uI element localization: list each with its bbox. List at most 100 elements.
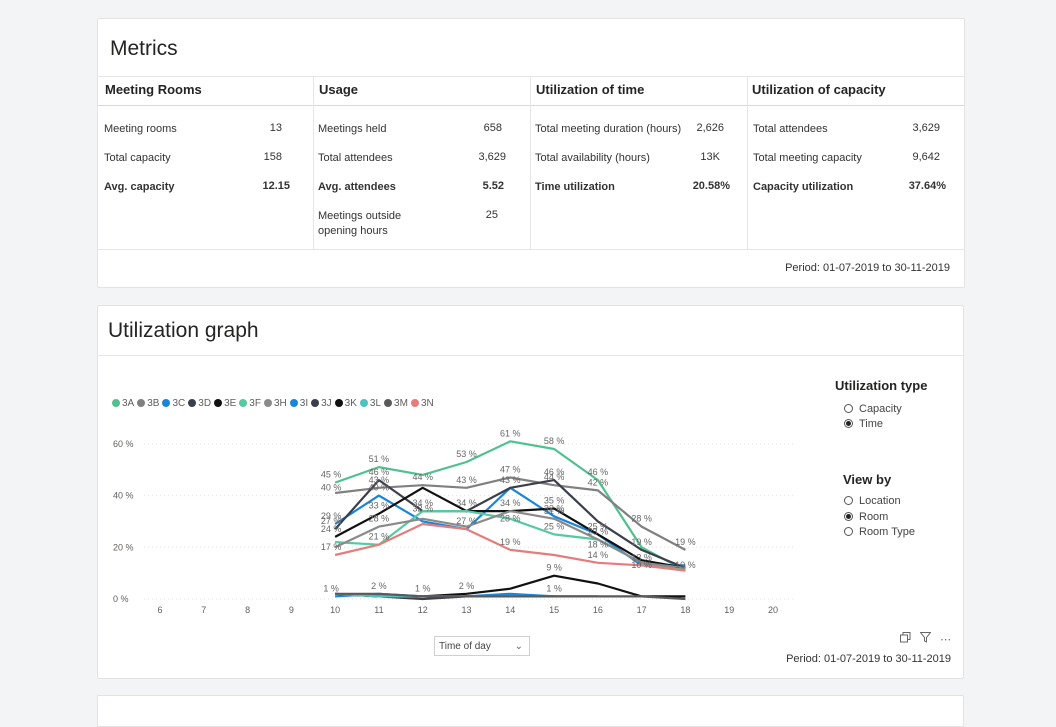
data-label: 19 % <box>675 537 696 547</box>
legend-item-3b[interactable]: 3B <box>137 398 159 409</box>
data-label: 17 % <box>321 542 342 552</box>
data-label: 19 % <box>631 537 652 547</box>
dropdown-value: Time of day <box>439 641 491 652</box>
legend-label: 3C <box>172 398 186 409</box>
divider <box>98 355 963 356</box>
data-label: 2 % <box>371 581 387 591</box>
column-header-usage: Usage <box>319 82 359 97</box>
data-label: 46 % <box>544 467 565 477</box>
metric-value: 37.64% <box>908 180 946 192</box>
metric-value: 25 <box>485 209 498 221</box>
legend-item-3d[interactable]: 3D <box>188 398 211 409</box>
radio-circle-icon[interactable] <box>844 527 853 536</box>
x-tick-label: 8 <box>245 605 250 615</box>
next-card <box>97 695 964 727</box>
series-line-3n[interactable] <box>334 522 686 572</box>
legend-item-3m[interactable]: 3M <box>384 398 408 409</box>
metric-value: 3,629 <box>478 151 506 163</box>
series-line-3a[interactable] <box>334 440 686 572</box>
radio-label: Capacity <box>859 403 902 415</box>
legend-label: 3A <box>122 398 135 409</box>
data-label: 27 % <box>456 516 477 526</box>
series-line-3h[interactable] <box>334 510 686 570</box>
radio-label: Location <box>859 495 901 507</box>
data-label: 43 % <box>369 475 390 485</box>
legend-dot-icon <box>311 399 320 407</box>
legend-item-3k[interactable]: 3K <box>334 398 357 409</box>
metrics-card: Metrics Meeting Rooms Meeting rooms 13 T… <box>97 18 965 288</box>
metric-value: 5.52 <box>482 180 504 192</box>
column-header-meeting-rooms: Meeting Rooms <box>105 82 202 97</box>
data-label: 58 % <box>544 436 565 446</box>
metrics-title: Metrics <box>110 37 178 60</box>
legend-item-3e[interactable]: 3E <box>214 398 236 409</box>
legend-dot-icon <box>239 399 248 407</box>
data-label: 35 % <box>544 496 565 506</box>
legend-item-3l[interactable]: 3L <box>359 398 381 409</box>
metric-value: 658 <box>483 122 502 134</box>
data-label: 51 % <box>369 454 390 464</box>
radio-circle-icon[interactable] <box>844 404 853 413</box>
radio-time[interactable]: Time <box>844 418 883 430</box>
data-label: 1 % <box>415 583 431 593</box>
data-label: 21 % <box>369 532 390 542</box>
metric-label: Meetings held <box>318 123 387 135</box>
legend-item-3c[interactable]: 3C <box>162 398 185 409</box>
metric-label: Avg. attendees <box>318 181 396 193</box>
legend-item-3h[interactable]: 3H <box>263 398 287 409</box>
metric-label: Total attendees <box>318 152 393 164</box>
y-tick-label: 40 % <box>113 491 134 501</box>
data-label: 13 % <box>631 552 652 562</box>
x-axis-dropdown[interactable]: Time of day ⌄ <box>434 636 530 656</box>
radio-label: Room Type <box>859 526 916 538</box>
radio-location[interactable]: Location <box>844 495 901 507</box>
legend-item-3a[interactable]: 3A <box>112 398 134 409</box>
data-label: 46 % <box>588 467 609 477</box>
utilization-line-chart: 0 % 20 % 40 % 60 % 6 7 8 9 10 11 12 13 14 15 16 17 18 19 2… <box>113 428 793 615</box>
metric-value: 2,626 <box>696 122 724 134</box>
x-tick-label: 6 <box>157 605 162 615</box>
chevron-down-icon: ⌄ <box>514 641 523 652</box>
metric-label: Total meeting capacity <box>753 152 862 164</box>
radio-room-type[interactable]: Room Type <box>844 526 915 538</box>
graph-period: Period: 01-07-2019 to 30-11-2019 <box>786 653 951 665</box>
radio-circle-icon[interactable] <box>844 496 853 505</box>
series-line-3b[interactable] <box>334 476 686 551</box>
x-tick-label: 14 <box>505 605 515 615</box>
radio-selected-icon[interactable] <box>844 419 853 428</box>
data-label: 32 % <box>412 503 433 513</box>
radio-label: Time <box>859 418 884 430</box>
x-tick-label: 15 <box>549 605 559 615</box>
data-label: 28 % <box>500 514 521 524</box>
radio-selected-icon[interactable] <box>844 512 853 521</box>
utilization-graph-card: Utilization graph 3A 3B 3C 3D 3E 3F 3H 3I 3J 3K 3L… <box>97 305 964 679</box>
filter-icon[interactable] <box>919 632 934 646</box>
data-label: 43 % <box>500 475 521 485</box>
data-label: 19 % <box>500 537 521 547</box>
data-label: 23 % <box>588 527 609 537</box>
more-options-icon[interactable]: ⋯ <box>940 634 951 646</box>
data-label: 27 % <box>321 516 342 526</box>
series-line-3d[interactable] <box>334 479 686 570</box>
radio-capacity[interactable]: Capacity <box>844 403 902 415</box>
legend-item-3j[interactable]: 3J <box>311 398 332 409</box>
y-tick-label: 0 % <box>113 594 129 604</box>
legend-item-3i[interactable]: 3I <box>289 398 308 409</box>
copy-icon[interactable] <box>899 632 914 646</box>
legend-label: 3K <box>344 398 357 409</box>
data-label: 47 % <box>500 464 521 474</box>
metric-value: 12.15 <box>262 180 290 192</box>
x-tick-label: 11 <box>374 605 383 615</box>
legend-label: 3J <box>321 398 332 409</box>
metric-label: Meeting rooms <box>104 123 177 135</box>
x-tick-label: 20 <box>768 605 778 615</box>
radio-room[interactable]: Room <box>844 511 888 523</box>
metric-label: Time utilization <box>535 181 615 193</box>
series-line-3m[interactable] <box>335 592 686 601</box>
x-tick-label: 19 <box>724 605 734 615</box>
legend-item-3n[interactable]: 3N <box>410 398 434 409</box>
data-label: 44 % <box>544 472 565 482</box>
column-divider <box>530 76 531 249</box>
column-divider <box>313 76 314 249</box>
legend-item-3f[interactable]: 3F <box>239 398 261 409</box>
